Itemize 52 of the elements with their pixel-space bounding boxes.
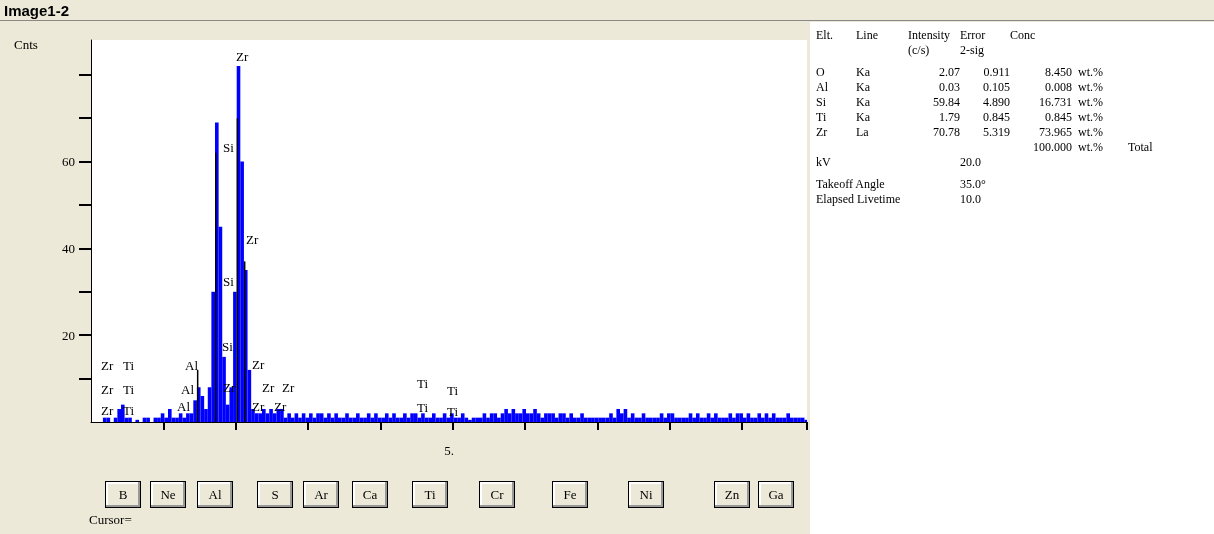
text: Ga xyxy=(758,481,794,508)
text: S xyxy=(257,481,293,508)
y-tick-label: 40 xyxy=(62,240,75,256)
annotation: Zr xyxy=(236,49,249,64)
text: Cursor= xyxy=(89,512,132,528)
annotation: Si xyxy=(223,140,235,155)
text: Ti Ka 1.79 0.845 0.845 wt.% xyxy=(816,110,1103,124)
text: O Ka 2.07 0.911 8.450 wt.% xyxy=(816,65,1103,79)
text: Ca xyxy=(352,481,388,508)
annotation: Ti xyxy=(447,404,459,419)
text: Takeoff Angle 35.0° xyxy=(816,177,986,191)
annotation: Ti xyxy=(417,376,429,391)
annotation: Ti xyxy=(123,358,135,373)
annotation: Ti xyxy=(417,400,429,415)
annotation: Zr xyxy=(101,358,114,373)
text: Ti xyxy=(412,481,448,508)
x-axis-title: 5. xyxy=(444,443,454,458)
annotation: Zr xyxy=(262,380,275,395)
text: Si Ka 59.84 4.890 16.731 wt.% xyxy=(816,95,1103,109)
y-axis-title: Cnts xyxy=(14,37,38,52)
annotation: Ti xyxy=(447,383,459,398)
annotation: Al xyxy=(177,399,191,414)
annotation: Zr xyxy=(252,399,265,414)
text: Elapsed Livetime 10.0 xyxy=(816,192,981,206)
annotation: Zr xyxy=(252,357,265,372)
text: Al xyxy=(197,481,233,508)
annotation: Zr xyxy=(246,232,259,247)
text: Elt. Line Intensity Error Conc xyxy=(816,28,1036,42)
text: Zr La 70.78 5.319 73.965 wt.% xyxy=(816,125,1103,139)
text: B xyxy=(105,481,141,508)
chart-title: Image1-2 xyxy=(0,0,1214,21)
annotation: Zr xyxy=(101,382,114,397)
text: Fe xyxy=(552,481,588,508)
annotation: Zr xyxy=(274,399,287,414)
text: Ne xyxy=(150,481,186,508)
annotation: Si xyxy=(222,339,234,354)
annotation: Zr xyxy=(282,380,295,395)
annotation: Si xyxy=(223,274,235,289)
annotation: Ti xyxy=(123,382,135,397)
y-tick-label: 20 xyxy=(62,327,75,343)
text: Cr xyxy=(479,481,515,508)
text: Ar xyxy=(303,481,339,508)
text: Zn xyxy=(714,481,750,508)
annotation: Al xyxy=(181,382,195,397)
annotation: Zr xyxy=(101,403,114,418)
text: kV 20.0 xyxy=(816,155,981,169)
text: Ni xyxy=(628,481,664,508)
text: Al Ka 0.03 0.105 0.008 wt.% xyxy=(816,80,1103,94)
y-tick-label: 60 xyxy=(62,154,75,170)
text: 100.000 wt.% Total xyxy=(1033,140,1153,154)
text: (c/s) 2-sig xyxy=(908,43,984,57)
annotation: Al xyxy=(185,358,199,373)
